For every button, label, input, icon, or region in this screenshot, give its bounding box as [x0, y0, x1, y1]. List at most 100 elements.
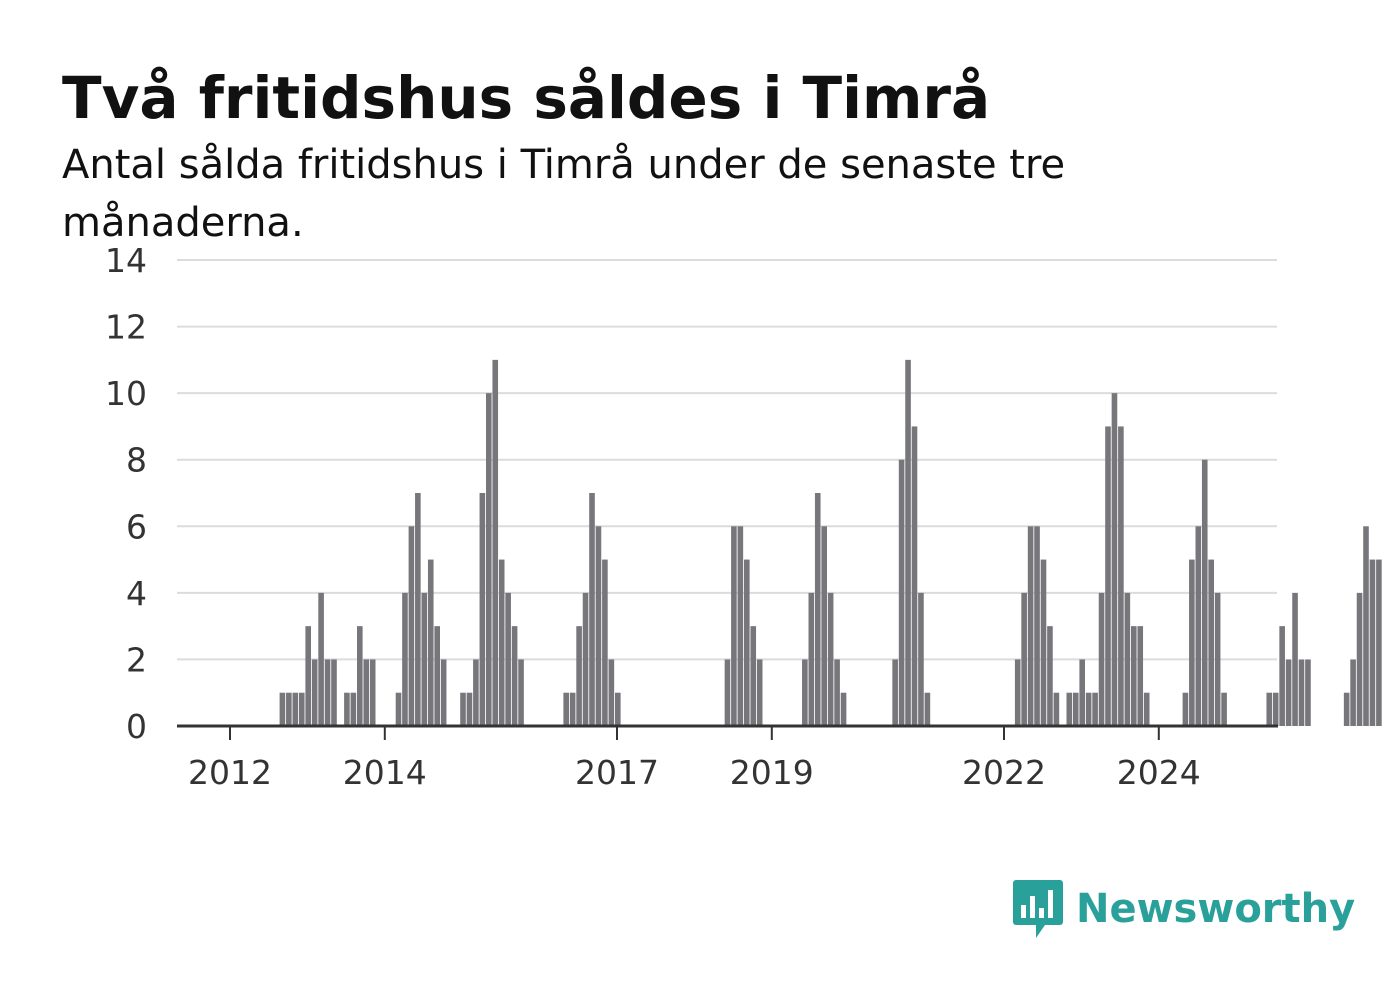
bar — [750, 626, 757, 726]
bar — [1376, 559, 1382, 726]
bar — [1266, 692, 1273, 726]
bar — [892, 659, 898, 726]
bar — [350, 692, 357, 726]
bar — [473, 659, 479, 726]
bar — [1182, 692, 1189, 726]
bar — [331, 659, 337, 726]
chart-title: Två fritidshus såldes i Timrå — [62, 64, 991, 132]
bar — [1201, 459, 1208, 726]
bar — [1014, 659, 1021, 726]
bar — [924, 692, 931, 726]
bar — [615, 692, 621, 726]
bar — [911, 426, 918, 726]
bar — [1124, 592, 1131, 726]
bar — [1131, 626, 1137, 726]
bar — [505, 592, 511, 726]
bar — [1111, 393, 1118, 726]
x-tick-label: 2012 — [188, 753, 272, 792]
brand-logo: Newsworthy — [1012, 878, 1355, 940]
bar — [402, 592, 408, 726]
bar — [905, 359, 911, 726]
y-axis-ticks: 0 2 4 6 8 10 12 14 — [105, 241, 147, 746]
bar — [279, 692, 286, 726]
x-tick-label: 2022 — [962, 753, 1046, 792]
bar — [1292, 592, 1298, 726]
chart-subtitle: Antal sålda fritidshus i Timrå under de … — [62, 142, 1066, 246]
bar — [731, 526, 737, 726]
bar — [415, 493, 421, 726]
bar — [1214, 592, 1221, 726]
bar — [1072, 692, 1079, 726]
bar — [1040, 559, 1047, 726]
bar — [298, 692, 305, 726]
bar — [292, 692, 299, 726]
bar — [608, 659, 615, 726]
bar — [808, 592, 815, 726]
bar — [311, 659, 318, 726]
bar — [1369, 559, 1376, 726]
bar — [1118, 426, 1124, 726]
bar — [1195, 526, 1202, 726]
bar — [744, 559, 750, 726]
y-tick-label: 8 — [126, 441, 147, 480]
bar — [1034, 526, 1040, 726]
bar — [440, 659, 447, 726]
bar — [318, 592, 324, 726]
x-tick-label: 2014 — [343, 753, 427, 792]
bar — [363, 659, 370, 726]
bar — [1350, 659, 1356, 726]
bar — [305, 626, 311, 726]
bar — [466, 692, 473, 726]
x-tick-label: 2019 — [730, 753, 814, 792]
bar — [724, 659, 731, 726]
bar — [756, 659, 763, 726]
bar — [1285, 659, 1292, 726]
bar — [898, 459, 905, 726]
bar — [1027, 526, 1034, 726]
brand-name: Newsworthy — [1076, 886, 1356, 932]
bar — [821, 526, 827, 726]
bar — [1298, 659, 1305, 726]
bar — [602, 559, 608, 726]
bar — [834, 659, 840, 726]
bar — [576, 626, 582, 726]
y-tick-label: 0 — [126, 707, 147, 746]
y-gridlines — [177, 259, 1277, 661]
bar — [421, 592, 428, 726]
bars — [279, 359, 1382, 726]
x-axis-ticks: 2012 2014 2017 2019 2022 2024 — [188, 726, 1201, 792]
x-tick-label: 2017 — [575, 753, 659, 792]
y-tick-label: 2 — [126, 640, 147, 679]
bar — [1356, 592, 1363, 726]
bar — [840, 692, 847, 726]
bar — [589, 493, 595, 726]
bar — [1272, 692, 1279, 726]
bar — [563, 692, 569, 726]
bar — [460, 692, 466, 726]
bar — [1105, 426, 1111, 726]
bar — [427, 559, 434, 726]
bar — [1208, 559, 1214, 726]
bar — [1085, 692, 1092, 726]
bar — [492, 359, 499, 726]
bar — [1079, 659, 1085, 726]
bar — [408, 526, 415, 726]
bar — [802, 659, 808, 726]
bar — [486, 393, 492, 726]
bar — [814, 493, 821, 726]
bar — [582, 592, 589, 726]
bar — [1363, 526, 1369, 726]
y-tick-label: 6 — [126, 507, 147, 546]
bar — [1221, 692, 1227, 726]
x-tick-label: 2024 — [1117, 753, 1201, 792]
bar — [324, 659, 331, 726]
bar — [595, 526, 602, 726]
bar — [357, 626, 363, 726]
bar — [518, 659, 524, 726]
bar — [1053, 692, 1060, 726]
bar — [1098, 592, 1105, 726]
bar — [1143, 692, 1150, 726]
bar — [1305, 659, 1311, 726]
newsworthy-logo-icon — [1013, 880, 1063, 938]
